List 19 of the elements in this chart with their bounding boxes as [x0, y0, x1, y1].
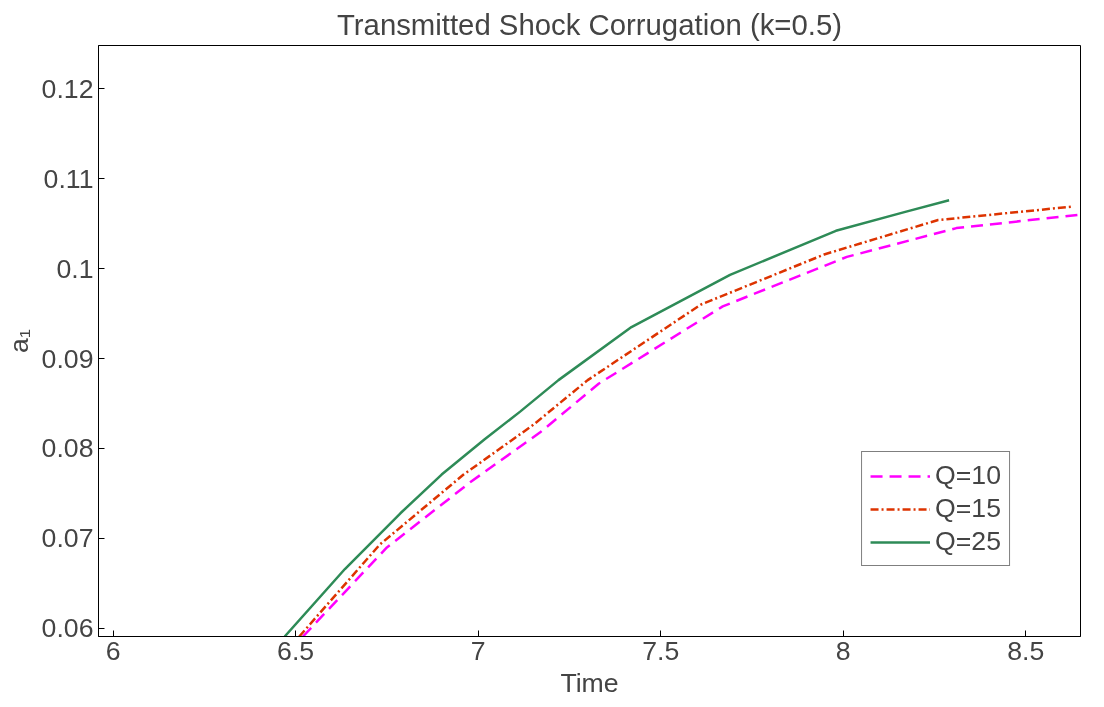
y-tick-label: 0.11 [43, 163, 94, 194]
legend-label: Q=10 [935, 460, 1001, 491]
y-tick-label: 0.1 [56, 253, 94, 284]
y-tick-label: 0.08 [41, 433, 94, 464]
x-tick-label: 6 [105, 635, 121, 666]
x-tick-label: 8.5 [1007, 635, 1045, 666]
x-tick-label: 7 [470, 635, 486, 666]
x-axis-title: Time [560, 667, 619, 698]
y-tick-label: 0.07 [41, 523, 94, 554]
y-tick-label: 0.12 [41, 73, 94, 104]
chart-title: Transmitted Shock Corrugation (k=0.5) [336, 7, 843, 41]
x-tick-label: 6.5 [277, 635, 315, 666]
y-axis-title: a₁ [3, 329, 34, 353]
y-tick-label: 0.09 [41, 343, 94, 374]
x-tick-label: 8 [835, 635, 851, 666]
x-tick-label: 7.5 [642, 635, 680, 666]
legend-label: Q=25 [935, 526, 1001, 557]
y-tick-label: 0.06 [41, 613, 94, 644]
legend-label: Q=15 [935, 493, 1001, 524]
